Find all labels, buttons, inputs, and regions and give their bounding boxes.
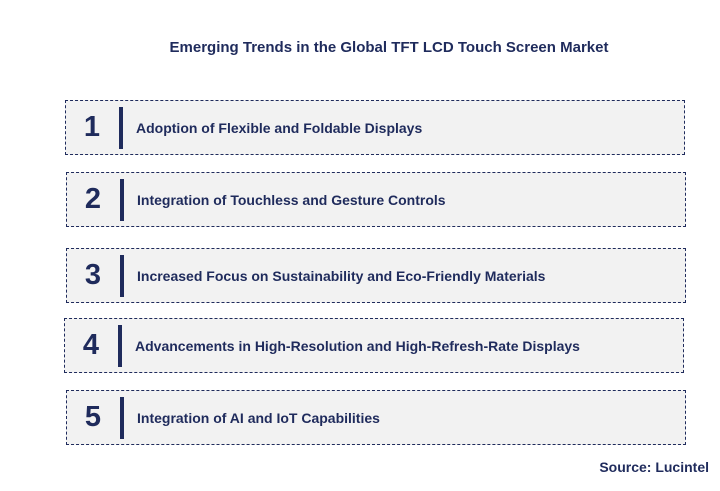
trend-text: Integration of Touchless and Gesture Con… xyxy=(137,191,446,208)
trend-box-1: 1 Adoption of Flexible and Foldable Disp… xyxy=(65,100,685,155)
source-credit: Source: Lucintel xyxy=(599,459,709,475)
trend-box-5: 5 Integration of AI and IoT Capabilities xyxy=(66,390,686,445)
trend-text: Integration of AI and IoT Capabilities xyxy=(137,409,380,426)
trend-box-3: 3 Increased Focus on Sustainability and … xyxy=(66,248,686,303)
diagram-title: Emerging Trends in the Global TFT LCD To… xyxy=(169,39,609,56)
trend-divider xyxy=(119,107,123,149)
trend-text: Adoption of Flexible and Foldable Displa… xyxy=(136,119,423,136)
trend-text: Advancements in High-Resolution and High… xyxy=(135,337,580,354)
trend-number: 4 xyxy=(82,329,100,361)
trend-number: 3 xyxy=(84,259,102,291)
trend-number: 5 xyxy=(84,401,102,433)
trend-divider xyxy=(120,255,124,297)
trend-divider xyxy=(120,397,124,439)
trend-divider xyxy=(118,325,122,367)
trend-number: 1 xyxy=(83,111,101,143)
trend-box-2: 2 Integration of Touchless and Gesture C… xyxy=(66,172,686,227)
trend-divider xyxy=(120,179,124,221)
trend-number: 2 xyxy=(84,183,102,215)
trend-box-4: 4 Advancements in High-Resolution and Hi… xyxy=(64,318,684,373)
trend-text: Increased Focus on Sustainability and Ec… xyxy=(137,267,546,284)
